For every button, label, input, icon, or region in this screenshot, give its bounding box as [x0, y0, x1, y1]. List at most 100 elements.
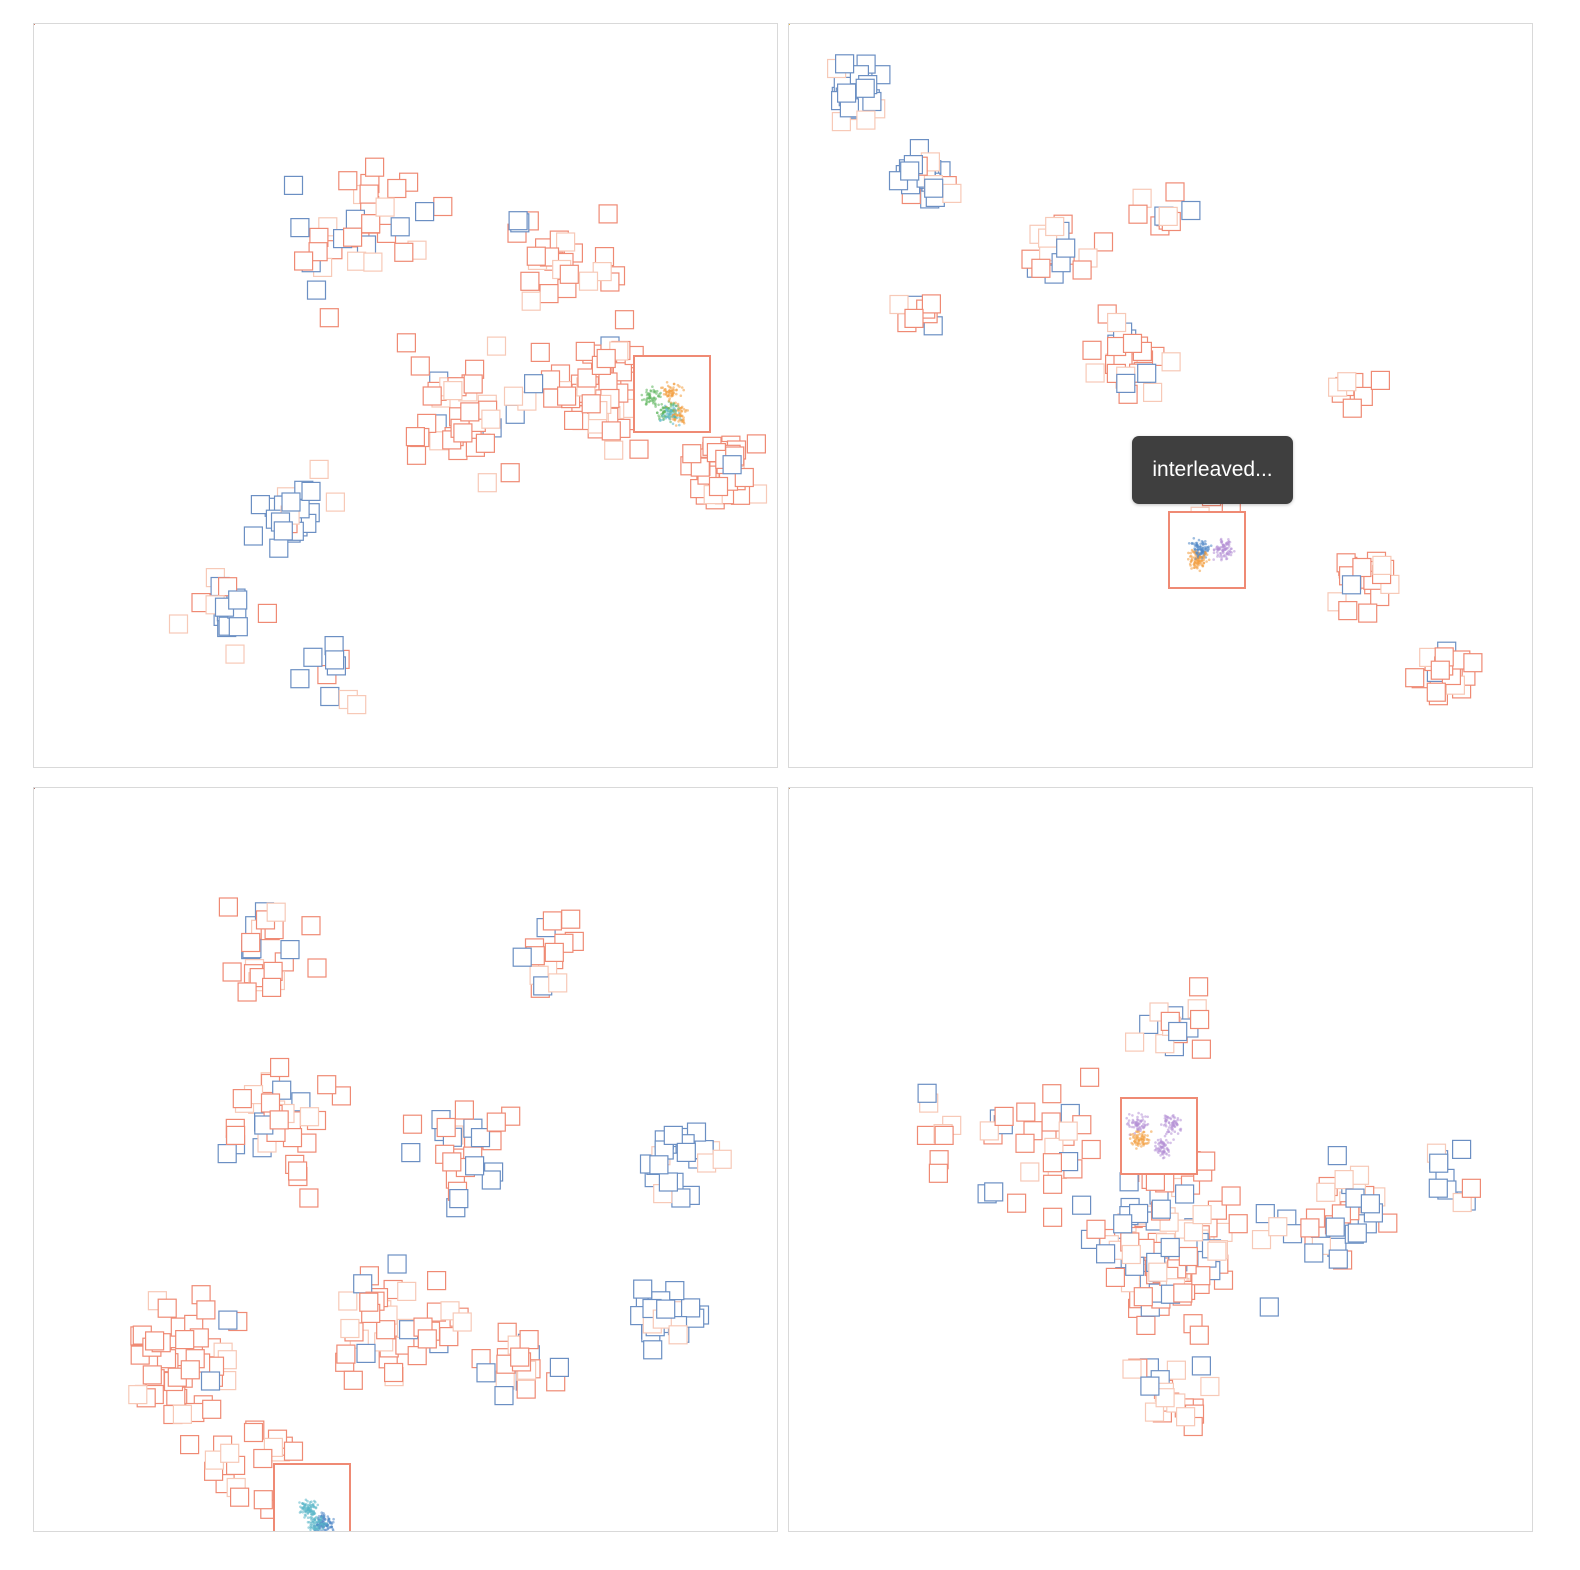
- thumbnail[interactable]: [34, 24, 307, 536]
- thumbnail[interactable]: [34, 24, 527, 230]
- thumbnail[interactable]: [34, 24, 601, 363]
- thumbnail[interactable]: [34, 24, 621, 390]
- thumbnail[interactable]: [34, 24, 598, 394]
- thumbnail[interactable]: [34, 24, 328, 478]
- thumbnail[interactable]: [34, 24, 295, 506]
- thumbnail[interactable]: [34, 24, 568, 249]
- thumbnail[interactable]: [34, 24, 538, 230]
- thumbnail[interactable]: [34, 24, 484, 456]
- thumbnail[interactable]: [34, 24, 529, 232]
- scatter-panel-top-left[interactable]: [33, 23, 778, 768]
- thumbnail[interactable]: [34, 24, 605, 398]
- thumbnail[interactable]: [34, 24, 302, 194]
- thumbnail[interactable]: [34, 24, 591, 394]
- thumbnail[interactable]: [34, 24, 245, 611]
- thumbnail[interactable]: [34, 24, 303, 540]
- thumbnail[interactable]: [34, 24, 229, 596]
- thumbnail[interactable]: [34, 24, 224, 587]
- scatter-panel-top-right[interactable]: [788, 23, 1533, 768]
- thumbnail[interactable]: [34, 24, 395, 242]
- thumbnail[interactable]: [34, 24, 244, 663]
- thumbnail[interactable]: [34, 24, 599, 392]
- thumbnail[interactable]: [34, 24, 536, 410]
- thumbnail[interactable]: [34, 24, 617, 223]
- thumbnail[interactable]: [34, 24, 379, 192]
- thumbnail[interactable]: [34, 24, 328, 246]
- thumbnail[interactable]: [34, 24, 299, 524]
- thumbnail[interactable]: [34, 24, 325, 299]
- thumbnail[interactable]: [34, 24, 269, 514]
- thumbnail[interactable]: [34, 24, 305, 506]
- thumbnail[interactable]: [34, 24, 276, 622]
- thumbnail[interactable]: [34, 24, 611, 397]
- thumbnail[interactable]: [34, 24, 338, 327]
- thumbnail[interactable]: [34, 24, 560, 389]
- thumbnail[interactable]: [34, 24, 660, 382]
- thumbnail[interactable]: [34, 24, 409, 236]
- thumbnail[interactable]: [34, 24, 247, 636]
- thumbnail[interactable]: [34, 24, 301, 531]
- thumbnail[interactable]: [34, 24, 578, 283]
- thumbnail[interactable]: [34, 24, 316, 532]
- thumbnail[interactable]: [34, 24, 540, 310]
- thumbnail[interactable]: [34, 24, 379, 233]
- thumbnail[interactable]: [34, 24, 562, 407]
- thumbnail[interactable]: [34, 24, 343, 655]
- thumbnail[interactable]: [34, 24, 644, 408]
- thumbnail[interactable]: [34, 24, 246, 618]
- thumbnail[interactable]: [34, 24, 297, 533]
- thumbnail[interactable]: [34, 24, 289, 531]
- thumbnail[interactable]: [34, 24, 500, 428]
- thumbnail[interactable]: [34, 24, 313, 499]
- thumbnail[interactable]: [34, 24, 362, 246]
- thumbnail[interactable]: [34, 24, 634, 329]
- thumbnail[interactable]: [34, 24, 344, 669]
- thumbnail[interactable]: [34, 24, 484, 378]
- thumbnail[interactable]: [34, 24, 336, 684]
- thumbnail[interactable]: [34, 24, 379, 215]
- thumbnail[interactable]: [34, 24, 590, 393]
- thumbnail[interactable]: [34, 24, 545, 265]
- thumbnail[interactable]: [34, 24, 481, 442]
- thumbnail[interactable]: [34, 24, 657, 389]
- thumbnail[interactable]: [34, 24, 337, 236]
- thumbnail[interactable]: [34, 24, 570, 383]
- thumbnail[interactable]: [34, 24, 313, 270]
- thumbnail[interactable]: [34, 24, 322, 666]
- thumbnail[interactable]: [34, 24, 384, 176]
- thumbnail[interactable]: [34, 24, 245, 607]
- thumbnail[interactable]: [34, 24, 543, 393]
- thumbnail[interactable]: [34, 24, 594, 360]
- thumbnail[interactable]: [34, 24, 595, 396]
- thumbnail[interactable]: [34, 24, 309, 237]
- thumbnail[interactable]: [34, 24, 284, 528]
- thumbnail[interactable]: [34, 24, 233, 616]
- thumbnail[interactable]: [34, 24, 490, 452]
- thumbnail[interactable]: [34, 24, 617, 391]
- thumbnail[interactable]: [34, 24, 429, 446]
- thumbnail[interactable]: [34, 24, 247, 609]
- thumbnail[interactable]: [34, 24, 236, 637]
- thumbnail[interactable]: [34, 24, 505, 355]
- thumbnail[interactable]: [34, 24, 467, 459]
- thumbnail[interactable]: [34, 24, 596, 387]
- thumbnail[interactable]: [34, 24, 352, 248]
- selected-thumbnail[interactable]: [634, 356, 710, 432]
- thumbnail[interactable]: [34, 24, 519, 482]
- thumbnail[interactable]: [34, 24, 524, 423]
- thumbnail[interactable]: [34, 24, 339, 706]
- thumbnail[interactable]: [34, 24, 262, 545]
- thumbnail[interactable]: [34, 24, 309, 518]
- thumbnail[interactable]: [34, 24, 235, 621]
- thumbnail[interactable]: [34, 24, 229, 602]
- thumbnail[interactable]: [34, 24, 345, 675]
- thumbnail[interactable]: [34, 24, 319, 522]
- thumbnail[interactable]: [34, 24, 364, 228]
- thumbnail[interactable]: [34, 24, 637, 390]
- thumbnail[interactable]: [34, 24, 590, 402]
- thumbnail[interactable]: [34, 24, 291, 522]
- thumbnail[interactable]: [34, 24, 210, 612]
- thumbnail[interactable]: [34, 24, 237, 635]
- thumbnail[interactable]: [34, 24, 461, 449]
- thumbnail[interactable]: [34, 24, 357, 190]
